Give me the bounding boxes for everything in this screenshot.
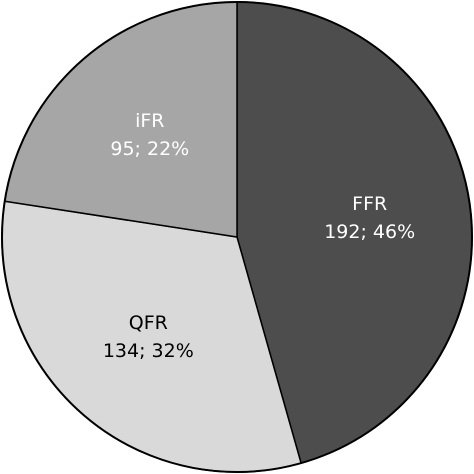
slice-value-label-ifr: 95; 22% (110, 138, 189, 160)
slice-label-ffr: FFR (352, 193, 387, 215)
pie-slice-ifr (3, 1, 238, 238)
slice-value-label-qfr: 134; 32% (103, 340, 194, 362)
slice-value-label-ffr: 192; 46% (324, 221, 415, 243)
slice-label-qfr: QFR (129, 312, 168, 334)
labels-layer: FFR 192; 46% QFR 134; 32% iFR 95; 22% (103, 110, 415, 362)
slice-label-ifr: iFR (135, 110, 164, 132)
